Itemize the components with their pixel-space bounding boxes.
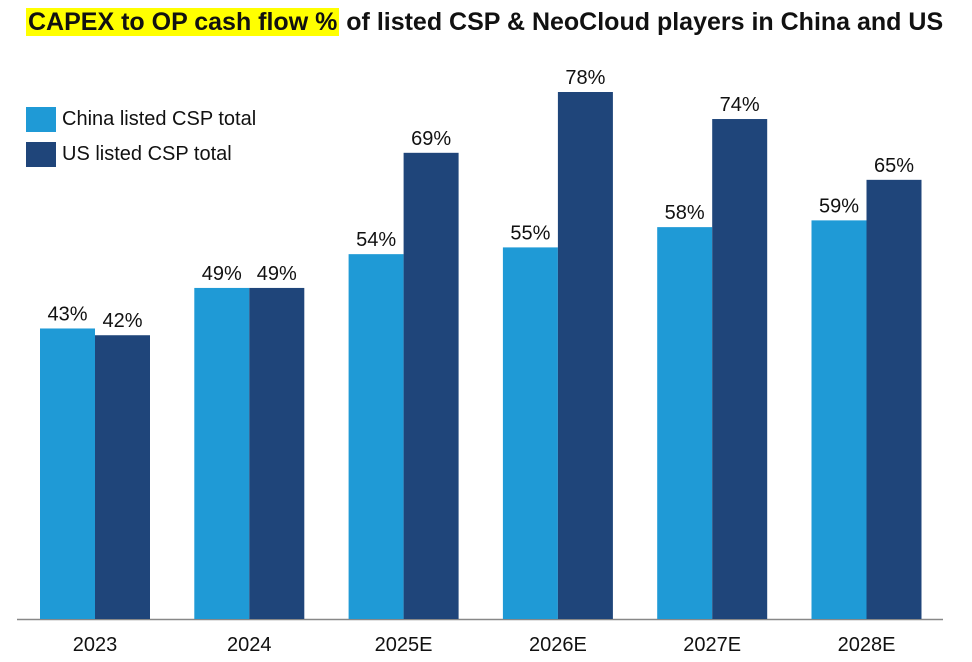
data-label-us-2025E: 69% [411, 128, 451, 150]
bar-china-2027E [657, 227, 713, 619]
legend-label-us: US listed CSP total [62, 143, 232, 165]
x-tick-label-2027E: 2027E [683, 634, 741, 656]
data-label-us-2027E: 74% [720, 94, 760, 116]
bar-us-2026E [557, 92, 613, 619]
data-label-china-2025E: 54% [356, 229, 396, 251]
bar-china-2028E [811, 220, 867, 619]
data-label-china-2027E: 58% [665, 202, 705, 224]
data-label-us-2026E: 78% [565, 67, 605, 89]
bar-china-2023 [40, 328, 95, 619]
bar-china-2026E [502, 247, 558, 619]
title-rest: of listed CSP & NeoCloud players in Chin… [339, 8, 944, 36]
data-label-china-2028E: 59% [819, 195, 859, 217]
bar-us-2023 [95, 335, 150, 619]
legend-label-china: China listed CSP total [62, 108, 257, 130]
x-tick-label-2028E: 2028E [838, 634, 896, 656]
x-tick-label-2023: 2023 [73, 634, 118, 656]
bar-us-2025E [403, 152, 459, 620]
x-tick-label-2024: 2024 [227, 634, 272, 656]
x-tick-label-2026E: 2026E [529, 634, 587, 656]
bar-us-2027E [712, 119, 768, 620]
data-label-china-2023: 43% [47, 303, 87, 325]
title-highlight: CAPEX to OP cash flow % [26, 8, 340, 36]
data-label-china-2026E: 55% [510, 222, 550, 244]
chart-title: CAPEX to OP cash flow % of listed CSP & … [26, 8, 943, 37]
bar-us-2024 [249, 287, 305, 619]
bar-china-2025E [348, 254, 404, 619]
legend-item-china: China listed CSP total [26, 102, 256, 137]
bar-china-2024 [194, 287, 250, 619]
bar-us-2028E [866, 179, 922, 620]
data-label-us-2023: 42% [102, 310, 142, 332]
data-label-us-2024: 49% [257, 263, 297, 285]
data-label-us-2028E: 65% [874, 155, 914, 177]
legend-swatch-us [26, 142, 56, 167]
legend: China listed CSP total US listed CSP tot… [26, 102, 256, 172]
data-label-china-2024: 49% [202, 263, 242, 285]
x-tick-label-2025E: 2025E [375, 634, 433, 656]
legend-item-us: US listed CSP total [26, 137, 256, 172]
legend-swatch-china [26, 107, 56, 132]
